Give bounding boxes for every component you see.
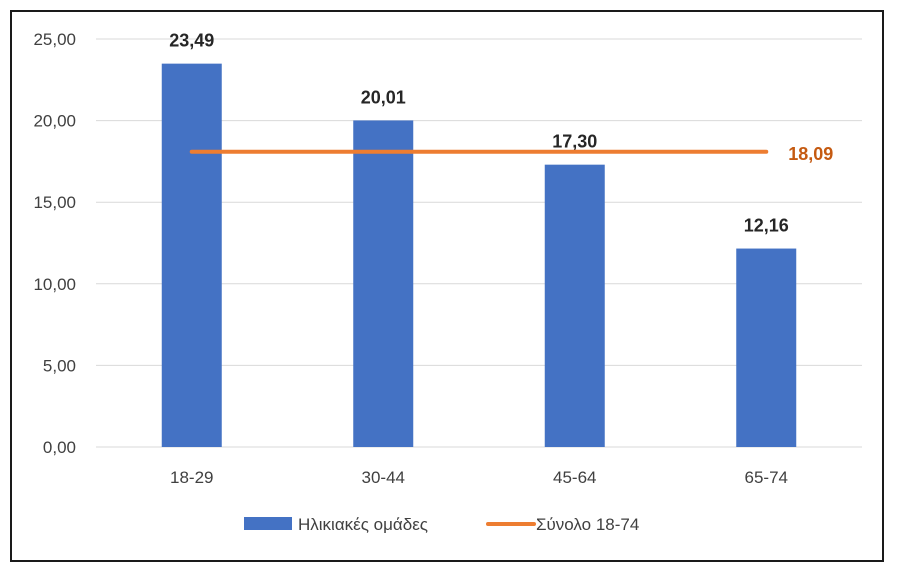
legend: Ηλικιακές ομάδες Σύνολο 18-74 xyxy=(244,515,639,534)
bar xyxy=(353,120,414,447)
total-line-layer: 18,09 xyxy=(189,144,833,164)
bar-data-labels: 23,49 20,01 17,30 12,16 xyxy=(169,31,789,236)
legend-label-line: Σύνολο 18-74 xyxy=(536,515,639,534)
legend-label-bars: Ηλικιακές ομάδες xyxy=(298,515,428,534)
x-tick-label: 45-64 xyxy=(553,468,596,487)
legend-swatch-bars xyxy=(244,517,292,530)
y-tick-label: 5,00 xyxy=(43,356,76,375)
y-axis-tick-labels: 0,00 5,00 10,00 15,00 20,00 25,00 xyxy=(33,30,76,457)
bar xyxy=(161,63,222,448)
bar xyxy=(544,164,605,447)
total-line-label: 18,09 xyxy=(788,144,833,164)
bar-data-label: 23,49 xyxy=(169,31,214,51)
x-tick-label: 18-29 xyxy=(170,468,213,487)
y-tick-label: 15,00 xyxy=(33,193,76,212)
x-tick-label: 65-74 xyxy=(745,468,788,487)
x-axis-tick-labels: 18-29 30-44 45-64 65-74 xyxy=(170,468,788,487)
bar-data-label: 17,30 xyxy=(552,132,597,152)
bar xyxy=(736,248,797,447)
gridlines xyxy=(96,38,862,448)
y-tick-label: 0,00 xyxy=(43,438,76,457)
y-tick-label: 25,00 xyxy=(33,30,76,49)
y-tick-label: 20,00 xyxy=(33,112,76,131)
bar-data-label: 12,16 xyxy=(744,216,789,236)
bar-data-label: 20,01 xyxy=(361,87,406,107)
bars xyxy=(161,63,797,448)
y-tick-label: 10,00 xyxy=(33,275,76,294)
x-tick-label: 30-44 xyxy=(362,468,405,487)
